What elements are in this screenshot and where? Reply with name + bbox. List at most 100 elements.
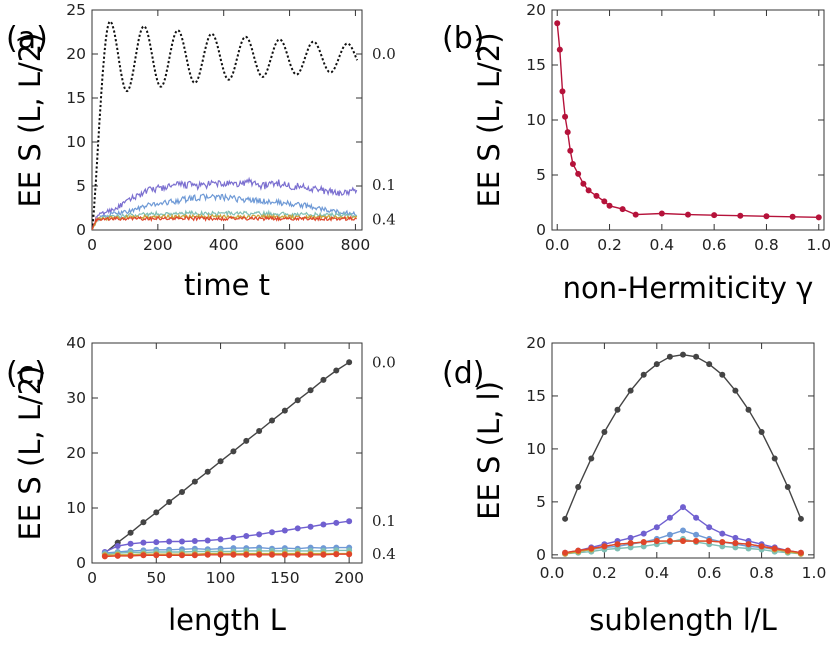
data-point	[281, 551, 288, 558]
y-tick-label: 10	[66, 133, 86, 151]
data-point	[562, 515, 569, 522]
data-point	[217, 551, 224, 558]
data-point	[269, 551, 275, 558]
data-point	[680, 527, 686, 534]
panel-label: (c)	[6, 356, 46, 391]
y-tick-label: 20	[66, 444, 86, 462]
data-point	[333, 551, 340, 558]
data-point	[320, 376, 327, 383]
data-point	[685, 211, 691, 218]
x-tick-label: 50	[146, 569, 166, 587]
data-point	[294, 551, 301, 558]
data-point	[666, 538, 673, 545]
data-point	[784, 484, 791, 491]
data-point	[281, 407, 288, 414]
data-point	[789, 213, 796, 220]
data-point	[191, 538, 198, 544]
gamma-annotation: 0.0	[372, 353, 396, 371]
data-point	[179, 538, 185, 545]
data-point	[745, 406, 752, 413]
data-point	[658, 210, 665, 217]
x-tick-label: 0.0	[545, 236, 570, 254]
x-axis-label: non-Hermiticity γ	[563, 271, 814, 305]
data-point	[627, 387, 634, 394]
data-point	[732, 540, 739, 547]
x-tick-label: 0.8	[754, 236, 779, 254]
data-point	[758, 543, 765, 550]
data-point	[575, 170, 582, 177]
y-tick-label: 20	[526, 1, 546, 19]
y-tick-label: 40	[66, 334, 86, 352]
y-tick-label: 0	[536, 546, 546, 564]
x-tick-label: 100	[206, 569, 236, 587]
series-group	[92, 20, 359, 230]
data-point	[256, 531, 263, 538]
data-point	[653, 538, 660, 545]
y-axis-label: EE S (L, l)	[472, 381, 506, 520]
data-point	[567, 147, 574, 154]
data-point	[719, 371, 726, 378]
x-tick-label: 0.4	[650, 236, 675, 254]
data-point	[784, 547, 791, 554]
y-tick-label: 20	[526, 334, 546, 352]
data-point	[333, 519, 340, 526]
plot-frame	[551, 342, 815, 559]
data-point	[593, 192, 600, 199]
series-line	[92, 20, 359, 230]
x-tick-label: 400	[209, 236, 239, 254]
series-line	[92, 176, 358, 230]
x-tick-label: 200	[334, 569, 364, 587]
data-point	[666, 531, 673, 538]
data-point	[281, 527, 288, 534]
y-tick-label: 0	[76, 221, 86, 239]
data-point	[771, 455, 778, 462]
data-point	[140, 552, 147, 559]
data-point	[559, 88, 566, 95]
panel-label: (d)	[442, 356, 484, 391]
data-point	[719, 539, 726, 546]
y-tick-label: 30	[66, 389, 86, 407]
data-point	[627, 544, 634, 551]
data-point	[230, 534, 237, 541]
data-point	[693, 531, 700, 538]
data-point	[562, 113, 569, 120]
data-point	[815, 214, 822, 221]
series-line	[92, 215, 357, 230]
data-point	[191, 552, 198, 559]
data-point	[127, 529, 134, 536]
data-point	[217, 458, 224, 465]
data-point	[614, 545, 621, 552]
data-point	[619, 206, 626, 213]
panel-b: 0.0 0.2 0.4 0.6 0.8 1.0 0 5 10 15 20 (b) non-Hermiti…	[442, 1, 830, 305]
data-point	[732, 534, 739, 541]
plot-frame	[551, 9, 825, 231]
data-point	[269, 417, 275, 424]
data-point	[101, 553, 108, 560]
y-tick-label: 5	[536, 493, 546, 511]
data-point	[580, 180, 587, 187]
data-point	[601, 428, 608, 435]
data-point	[706, 524, 713, 531]
data-point	[601, 198, 608, 205]
data-point	[307, 551, 314, 558]
data-point	[706, 538, 713, 545]
x-tick-label: 0.2	[592, 564, 617, 582]
data-point	[680, 504, 686, 511]
panel-c: 0 50 100 150 200 0 10 20 30 40 (c) length L EE S (L,…	[6, 334, 396, 637]
series-line	[556, 23, 819, 218]
data-point	[562, 549, 569, 556]
data-point	[307, 387, 314, 394]
data-point	[588, 545, 595, 552]
series-group	[101, 359, 353, 560]
data-point	[243, 551, 250, 558]
series-group	[554, 20, 822, 221]
x-tick-label: 0.4	[644, 564, 669, 582]
data-point	[640, 543, 647, 550]
data-point	[588, 455, 595, 462]
data-point	[191, 478, 198, 485]
data-point	[346, 359, 353, 366]
data-point	[640, 530, 647, 537]
x-axis-label: sublength l/L	[589, 603, 777, 637]
data-point	[627, 534, 634, 541]
data-point	[294, 525, 301, 532]
